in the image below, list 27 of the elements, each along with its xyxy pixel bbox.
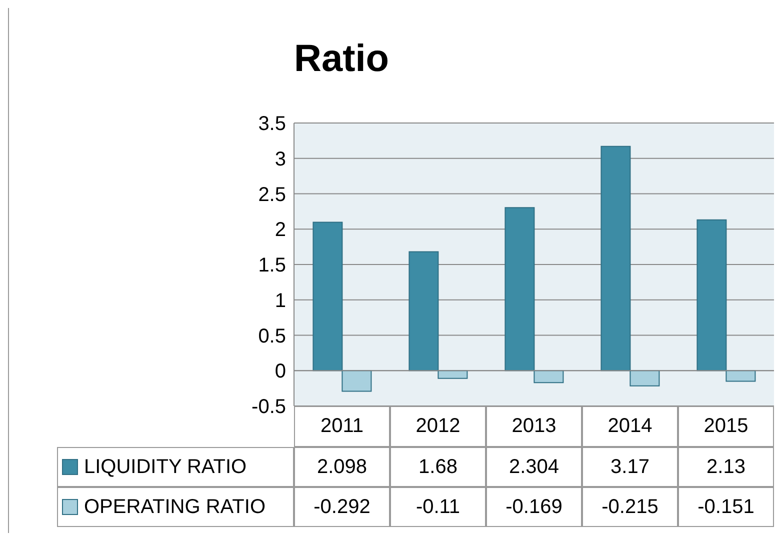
y-tick-label: 0.5 [258,325,286,348]
data-label: -0.215 [582,487,678,527]
data-label: 3.17 [582,447,678,487]
x-tick-label: 2012 [390,406,486,447]
y-tick-label: 2.5 [258,184,286,206]
data-label: 2.13 [678,447,774,487]
y-tick-label: 0 [274,360,286,383]
data-label: 2.304 [486,447,582,487]
y-tick-label: 1 [274,290,286,312]
y-tick-label: -0.5 [252,396,286,418]
data-label: -0.292 [294,487,390,527]
y-tick-label: 3 [274,148,286,170]
legend-label: LIQUIDITY RATIO [84,456,247,478]
data-label: 1.68 [390,447,486,487]
data-label: -0.151 [678,487,774,527]
y-tick-label: 3.5 [258,113,286,136]
x-tick-label: 2013 [486,406,582,447]
data-label: -0.11 [390,487,486,527]
chart-title: Ratio [293,38,390,81]
legend-label: OPERATING RATIO [84,496,266,518]
y-tick-label: 1.5 [258,254,286,277]
data-label: 2.098 [294,447,390,487]
x-tick-label: 2014 [582,406,678,447]
data-label: -0.169 [486,487,582,527]
x-tick-label: 2015 [678,406,774,447]
x-tick-label: 2011 [294,406,390,447]
y-tick-label: 2 [274,219,286,242]
